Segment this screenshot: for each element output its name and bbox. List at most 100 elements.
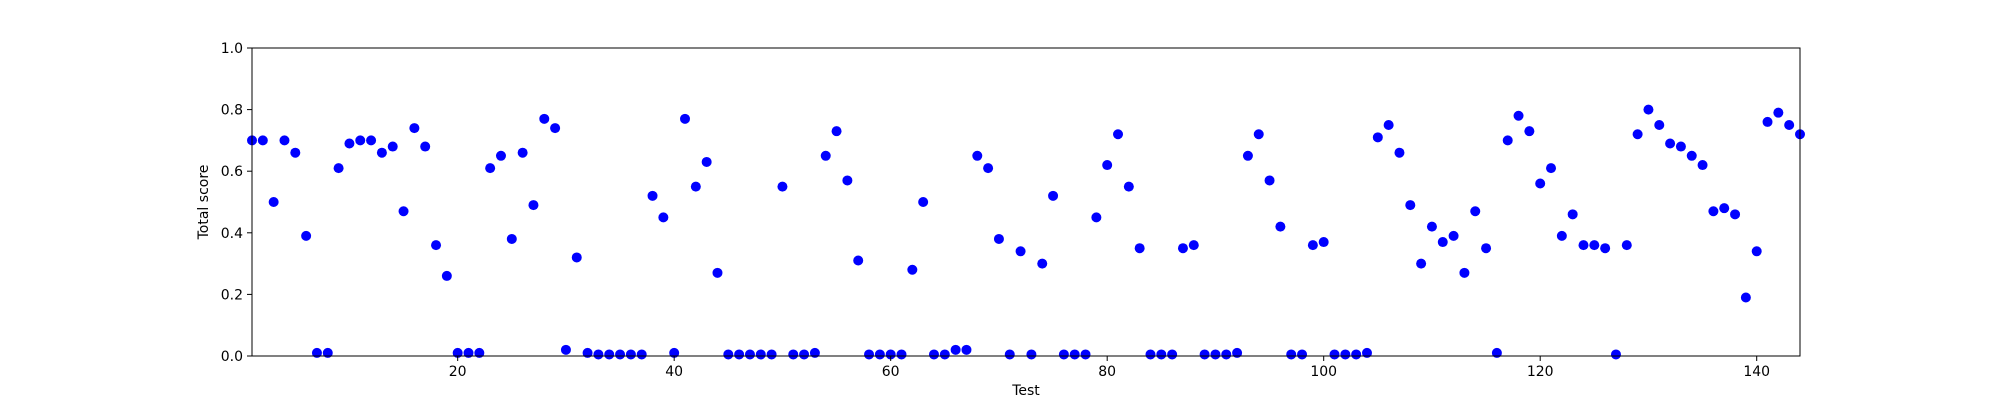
data-point bbox=[928, 349, 939, 360]
data-point bbox=[939, 349, 950, 360]
data-point bbox=[1264, 175, 1275, 186]
data-point bbox=[625, 349, 636, 360]
y-tick-label: 0.0 bbox=[221, 349, 243, 365]
data-point bbox=[495, 150, 506, 161]
data-point bbox=[593, 349, 604, 360]
data-point bbox=[1448, 230, 1459, 241]
data-point bbox=[485, 163, 496, 174]
data-point bbox=[344, 138, 355, 149]
data-point bbox=[615, 349, 626, 360]
data-point bbox=[1351, 349, 1362, 360]
data-point bbox=[1437, 237, 1448, 248]
data-point bbox=[1416, 258, 1427, 269]
data-point bbox=[398, 206, 409, 217]
data-point bbox=[777, 181, 788, 192]
data-point bbox=[647, 190, 658, 201]
data-point bbox=[799, 349, 810, 360]
data-point bbox=[1481, 243, 1492, 254]
data-point bbox=[517, 147, 528, 158]
data-point bbox=[1091, 212, 1102, 223]
x-tick-label: 140 bbox=[1743, 364, 1770, 380]
data-point bbox=[1426, 221, 1437, 232]
data-point bbox=[983, 163, 994, 174]
data-point bbox=[788, 349, 799, 360]
data-point bbox=[1719, 203, 1730, 214]
data-point bbox=[1275, 221, 1286, 232]
data-point bbox=[1578, 240, 1589, 251]
data-point bbox=[420, 141, 431, 152]
data-point bbox=[1297, 349, 1308, 360]
data-point bbox=[820, 150, 831, 161]
data-point bbox=[842, 175, 853, 186]
data-point bbox=[1080, 349, 1091, 360]
data-point bbox=[1015, 246, 1026, 257]
data-point bbox=[993, 233, 1004, 244]
data-point bbox=[268, 197, 279, 207]
data-point bbox=[1708, 206, 1719, 217]
data-point bbox=[1502, 135, 1513, 146]
data-point bbox=[1394, 147, 1405, 158]
data-point bbox=[918, 197, 929, 207]
data-point bbox=[1177, 243, 1188, 254]
data-point bbox=[961, 344, 972, 355]
data-point bbox=[1740, 292, 1751, 303]
data-point bbox=[376, 147, 387, 158]
data-point bbox=[1156, 349, 1167, 360]
data-point bbox=[1232, 347, 1243, 358]
data-point bbox=[1643, 104, 1654, 115]
y-tick-label: 0.6 bbox=[221, 164, 243, 180]
data-point bbox=[701, 156, 712, 167]
data-point bbox=[1546, 163, 1557, 174]
data-point bbox=[1037, 258, 1048, 269]
data-point bbox=[301, 230, 312, 241]
data-point bbox=[571, 252, 582, 263]
x-tick-label: 100 bbox=[1310, 364, 1337, 380]
data-point bbox=[550, 123, 561, 134]
data-point bbox=[1004, 349, 1015, 360]
data-point bbox=[1069, 349, 1080, 360]
data-point bbox=[1405, 200, 1416, 211]
data-point bbox=[257, 135, 268, 146]
data-point bbox=[1697, 160, 1708, 171]
y-tick-label: 0.4 bbox=[221, 226, 243, 242]
data-point bbox=[1470, 206, 1481, 217]
data-point bbox=[1329, 349, 1340, 360]
data-point bbox=[279, 135, 290, 146]
x-axis-ticks: 20 40 60 80 100 120 140 bbox=[449, 356, 1770, 380]
x-tick-label: 80 bbox=[1098, 364, 1116, 380]
data-point bbox=[539, 113, 550, 124]
data-point bbox=[387, 141, 398, 152]
data-point bbox=[604, 349, 615, 360]
data-point bbox=[1307, 240, 1318, 251]
data-point bbox=[1600, 243, 1611, 254]
data-point bbox=[431, 240, 442, 251]
data-point bbox=[322, 347, 333, 358]
data-point bbox=[636, 349, 647, 360]
data-point bbox=[441, 270, 452, 281]
data-point bbox=[1361, 347, 1372, 358]
data-point bbox=[972, 150, 983, 161]
data-point bbox=[1491, 347, 1502, 358]
data-point bbox=[853, 255, 864, 266]
data-point bbox=[1610, 349, 1621, 360]
data-point bbox=[896, 349, 907, 360]
y-axis-ticks: 0.0 0.2 0.4 0.6 0.8 1.0 bbox=[221, 41, 252, 365]
data-point bbox=[809, 347, 820, 358]
data-point bbox=[1221, 349, 1232, 360]
y-tick-label: 0.8 bbox=[221, 103, 243, 119]
data-point bbox=[1535, 178, 1546, 189]
data-point bbox=[1589, 240, 1600, 251]
data-point bbox=[1513, 110, 1524, 121]
data-point bbox=[1665, 138, 1676, 149]
y-tick-label: 0.2 bbox=[221, 287, 243, 303]
data-point bbox=[528, 200, 539, 211]
data-point bbox=[366, 135, 377, 146]
data-point bbox=[1459, 267, 1470, 278]
data-point bbox=[1654, 120, 1665, 130]
data-point bbox=[1210, 349, 1221, 360]
data-point bbox=[1383, 120, 1394, 130]
data-point bbox=[1621, 240, 1632, 251]
data-point bbox=[1632, 129, 1643, 140]
data-point bbox=[1286, 349, 1297, 360]
